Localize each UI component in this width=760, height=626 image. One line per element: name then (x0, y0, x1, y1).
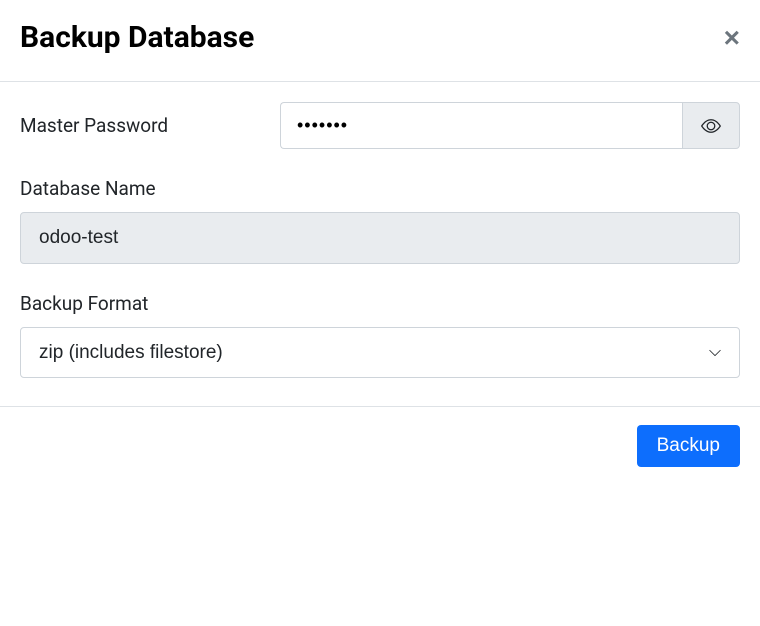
modal-header: Backup Database × (0, 0, 760, 82)
backup-format-select[interactable]: zip (includes filestore) (20, 327, 740, 378)
close-icon: × (724, 22, 740, 53)
master-password-label: Master Password (20, 114, 280, 137)
master-password-group (280, 102, 740, 149)
eye-icon (701, 116, 721, 136)
database-name-input (20, 212, 740, 264)
modal-title: Backup Database (20, 20, 254, 55)
master-password-row: Master Password (20, 102, 740, 149)
database-name-label: Database Name (20, 177, 740, 200)
database-name-group: Database Name (20, 177, 740, 264)
master-password-input[interactable] (280, 102, 682, 149)
backup-database-modal: Backup Database × Master Password Databa… (0, 0, 760, 485)
toggle-password-button[interactable] (682, 102, 740, 149)
close-button[interactable]: × (724, 24, 740, 52)
modal-body: Master Password Database Name Backup For… (0, 82, 760, 406)
backup-format-group: Backup Format zip (includes filestore) (20, 292, 740, 378)
modal-footer: Backup (0, 406, 760, 485)
backup-button[interactable]: Backup (637, 425, 740, 467)
backup-format-select-wrapper: zip (includes filestore) (20, 327, 740, 378)
backup-format-label: Backup Format (20, 292, 740, 315)
